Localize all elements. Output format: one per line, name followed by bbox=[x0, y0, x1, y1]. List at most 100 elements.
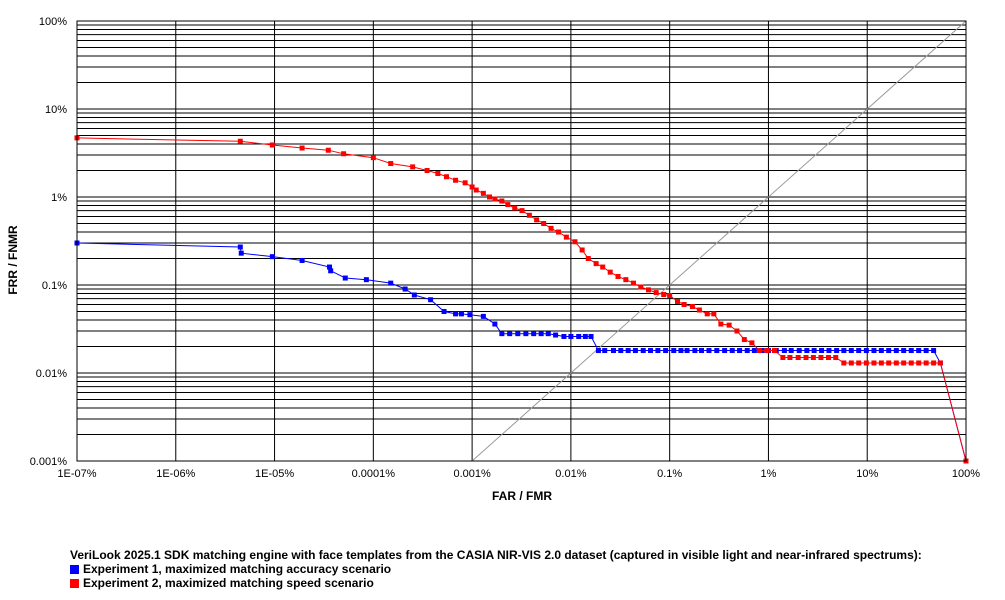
series-2-point-16 bbox=[480, 190, 486, 196]
series-2-point-1 bbox=[237, 138, 243, 144]
series-2-point-75 bbox=[916, 360, 922, 366]
series-1-point-45 bbox=[692, 348, 698, 354]
series-2-point-30 bbox=[579, 247, 585, 253]
series-2-point-63 bbox=[825, 355, 831, 361]
series-2-point-55 bbox=[764, 348, 770, 354]
series-1-point-5 bbox=[327, 264, 333, 270]
series-1-point-46 bbox=[698, 348, 704, 354]
series-2-point-14 bbox=[469, 184, 475, 190]
series-2-point-18 bbox=[492, 196, 498, 202]
series-1-point-15 bbox=[458, 311, 464, 317]
series-1-point-27 bbox=[561, 333, 567, 339]
series-1-point-38 bbox=[640, 348, 646, 354]
series-2-point-8 bbox=[410, 164, 416, 170]
series-2-point-6 bbox=[370, 155, 376, 161]
x-tick-label-1: 1E-06% bbox=[156, 468, 195, 480]
series-2-point-51 bbox=[734, 328, 740, 334]
series-2-point-17 bbox=[487, 194, 493, 200]
plot-border bbox=[76, 20, 967, 462]
grid-lines bbox=[76, 21, 967, 462]
series-1-point-21 bbox=[515, 331, 521, 337]
series-1-point-70 bbox=[878, 348, 884, 354]
series-1 bbox=[74, 240, 969, 464]
series-2-point-48 bbox=[711, 311, 717, 317]
series-1-point-2 bbox=[238, 250, 244, 256]
series-1-point-13 bbox=[441, 308, 447, 314]
x-tick-labels: 1E-07% 1E-06% 1E-05% 0.0001% 0.001% 0.01% 0.1%… bbox=[57, 468, 980, 480]
series-1-point-23 bbox=[531, 331, 537, 337]
series-2-point-40 bbox=[653, 290, 659, 296]
series-2-point-77 bbox=[931, 360, 937, 366]
legend-swatch-red bbox=[70, 578, 79, 588]
series-1-point-40 bbox=[655, 348, 661, 354]
series-1-line bbox=[76, 242, 967, 462]
series-1-point-26 bbox=[553, 332, 559, 338]
series-2-point-11 bbox=[443, 174, 449, 180]
series-1-point-65 bbox=[841, 348, 847, 354]
series-2-point-3 bbox=[299, 145, 305, 151]
series-1-point-8 bbox=[363, 277, 369, 283]
series-1-point-6 bbox=[328, 268, 334, 274]
series-2-point-20 bbox=[505, 202, 511, 208]
x-tick-label-9: 100% bbox=[952, 468, 980, 480]
series-2-point-36 bbox=[623, 277, 629, 283]
series-2-point-28 bbox=[563, 234, 569, 240]
series-2-point-33 bbox=[600, 264, 606, 270]
series-2-point-74 bbox=[908, 360, 914, 366]
series-2-point-78 bbox=[937, 360, 943, 366]
series-2-point-59 bbox=[795, 355, 801, 361]
series-2-point-39 bbox=[645, 287, 651, 293]
series-1-point-17 bbox=[480, 313, 486, 319]
x-tick-label-5: 0.01% bbox=[555, 468, 586, 480]
series-1-point-73 bbox=[901, 348, 907, 354]
x-tick-label-6: 0.1% bbox=[657, 468, 682, 480]
series-2-point-54 bbox=[756, 348, 762, 354]
series-2-point-56 bbox=[771, 348, 777, 354]
x-tick-label-7: 1% bbox=[760, 468, 776, 480]
series-1-point-10 bbox=[402, 286, 408, 292]
series-2-point-58 bbox=[787, 355, 793, 361]
series-1-point-22 bbox=[523, 331, 529, 337]
series-1-point-75 bbox=[916, 348, 922, 354]
series-2-point-71 bbox=[886, 360, 892, 366]
series-1-point-29 bbox=[576, 333, 582, 339]
series-2 bbox=[74, 135, 969, 464]
series-1-point-48 bbox=[714, 348, 720, 354]
series-2-point-32 bbox=[593, 261, 599, 267]
x-axis-title: FAR / FMR bbox=[492, 489, 552, 503]
series-2-line bbox=[76, 137, 967, 462]
series-2-point-25 bbox=[541, 220, 547, 226]
x-tick-label-2: 1E-05% bbox=[255, 468, 294, 480]
series-1-point-51 bbox=[737, 348, 743, 354]
series-2-point-49 bbox=[718, 321, 724, 327]
series-1-point-47 bbox=[706, 348, 712, 354]
series-1-point-64 bbox=[834, 348, 840, 354]
series-1-point-37 bbox=[632, 348, 638, 354]
series-2-point-53 bbox=[749, 340, 755, 346]
series-2-point-62 bbox=[818, 355, 824, 361]
series-1-point-36 bbox=[625, 348, 631, 354]
series-1-point-44 bbox=[684, 348, 690, 354]
series-1-point-28 bbox=[568, 333, 574, 339]
series-2-point-47 bbox=[704, 311, 710, 317]
series-1-point-59 bbox=[796, 348, 802, 354]
series-2-point-15 bbox=[473, 187, 479, 193]
series-1-point-14 bbox=[453, 311, 459, 317]
series-1-point-57 bbox=[781, 348, 787, 354]
legend-swatch-blue bbox=[70, 564, 79, 574]
series-1-point-42 bbox=[671, 348, 677, 354]
series-1-point-52 bbox=[744, 348, 750, 354]
series-2-point-31 bbox=[585, 256, 591, 262]
series-1-point-49 bbox=[722, 348, 728, 354]
y-tick-label-5: 100% bbox=[39, 16, 67, 28]
eer-diagonal-line bbox=[471, 20, 967, 462]
y-tick-label-0: 0.001% bbox=[30, 456, 68, 468]
series-1-point-35 bbox=[618, 348, 624, 354]
series-2-point-27 bbox=[556, 229, 562, 235]
series-2-point-50 bbox=[726, 322, 732, 328]
series-2-point-67 bbox=[856, 360, 862, 366]
series-2-point-29 bbox=[572, 239, 578, 245]
series-1-point-67 bbox=[856, 348, 862, 354]
y-tick-label-2: 0.1% bbox=[42, 280, 67, 292]
series-2-point-7 bbox=[388, 161, 394, 167]
